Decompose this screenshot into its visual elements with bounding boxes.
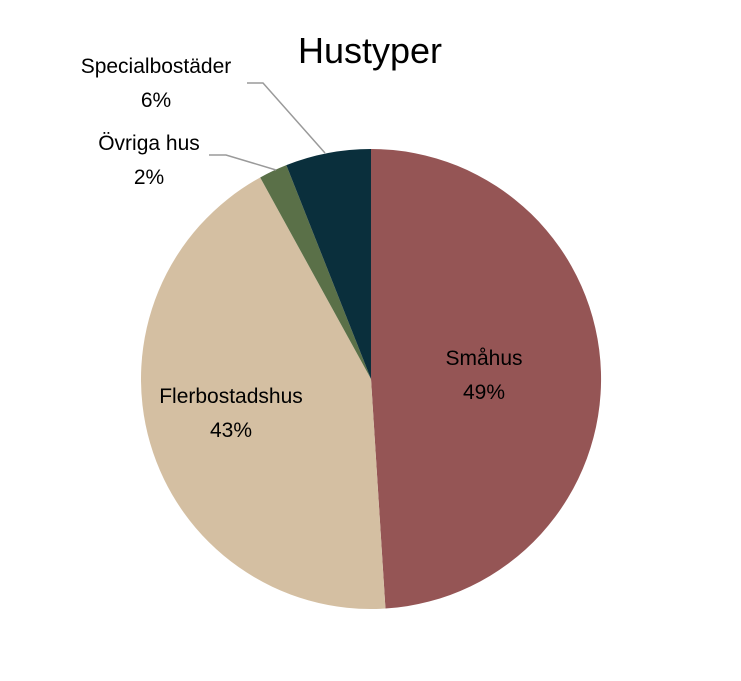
slice-value-label: 49% <box>463 381 505 404</box>
slice-category-label: Flerbostadshus <box>159 385 303 408</box>
pie-slice-specialbostader <box>286 149 371 379</box>
slice-label-flerbostadshus: Flerbostadshus 43% <box>159 385 303 442</box>
slice-value-label: 43% <box>210 419 252 442</box>
pie-slice-smahus <box>371 148 602 609</box>
leader-line-specialbostader <box>247 82 326 154</box>
slice-value-label: 2% <box>134 166 164 189</box>
pie-slice-ovriga-hus <box>260 165 371 379</box>
leader-lines <box>209 82 326 171</box>
pie-slice-flerbostadshus <box>140 177 386 610</box>
slice-value-label: 6% <box>141 89 171 112</box>
slice-category-label: Specialbostäder <box>81 55 232 78</box>
slice-label-ovriga-hus: Övriga hus 2% <box>98 132 200 189</box>
leader-line-ovriga-hus <box>209 154 277 171</box>
chart-title: Hustyper <box>298 30 442 71</box>
slice-category-label: Småhus <box>445 347 522 370</box>
slice-category-label: Övriga hus <box>98 132 200 155</box>
slice-labels: Småhus 49% Flerbostadshus 43% Övriga hus 2% Sp… <box>81 55 523 442</box>
slice-label-specialbostader: Specialbostäder 6% <box>81 55 232 112</box>
pie-slices <box>140 148 602 610</box>
slice-label-smahus: Småhus 49% <box>445 347 522 404</box>
